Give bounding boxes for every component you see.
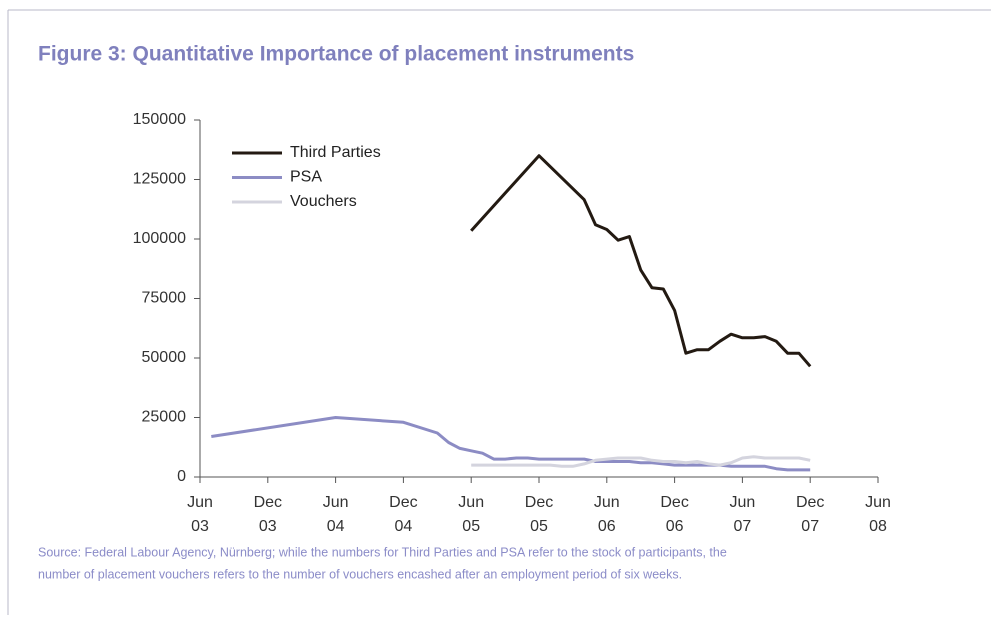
- y-tick-label: 75000: [142, 290, 187, 307]
- source-note: number of placement vouchers refers to t…: [38, 567, 682, 581]
- legend-label: Vouchers: [290, 193, 357, 210]
- y-tick-label: 150000: [133, 111, 186, 128]
- x-tick-label: Dec 04: [389, 494, 417, 535]
- x-tick-label: Dec 03: [254, 494, 282, 535]
- x-tick-label: Jun 07: [730, 494, 756, 535]
- y-tick-label: 125000: [133, 171, 186, 188]
- x-tick-label: Jun 03: [187, 494, 213, 535]
- y-tick-label: 50000: [142, 349, 187, 366]
- legend-label: PSA: [290, 169, 322, 186]
- x-tick-label: Dec 05: [525, 494, 553, 535]
- source-note: Source: Federal Labour Agency, Nürnberg;…: [38, 545, 727, 559]
- x-tick-label: Dec 07: [796, 494, 824, 535]
- series-line: [471, 455, 811, 468]
- series-line: [211, 416, 811, 472]
- x-tick-label: Jun 08: [865, 494, 891, 535]
- y-tick-label: 25000: [142, 409, 187, 426]
- x-tick-label: Dec 06: [660, 494, 688, 535]
- legend-label: Third Parties: [290, 144, 381, 161]
- y-tick-label: 0: [177, 468, 186, 485]
- x-tick-label: Jun 05: [458, 494, 484, 535]
- x-tick-label: Jun 04: [323, 494, 349, 535]
- y-tick-label: 100000: [133, 230, 186, 247]
- x-tick-label: Jun 06: [594, 494, 620, 535]
- series-line: [470, 154, 812, 368]
- chart-title: Figure 3: Quantitative Importance of pla…: [38, 43, 634, 66]
